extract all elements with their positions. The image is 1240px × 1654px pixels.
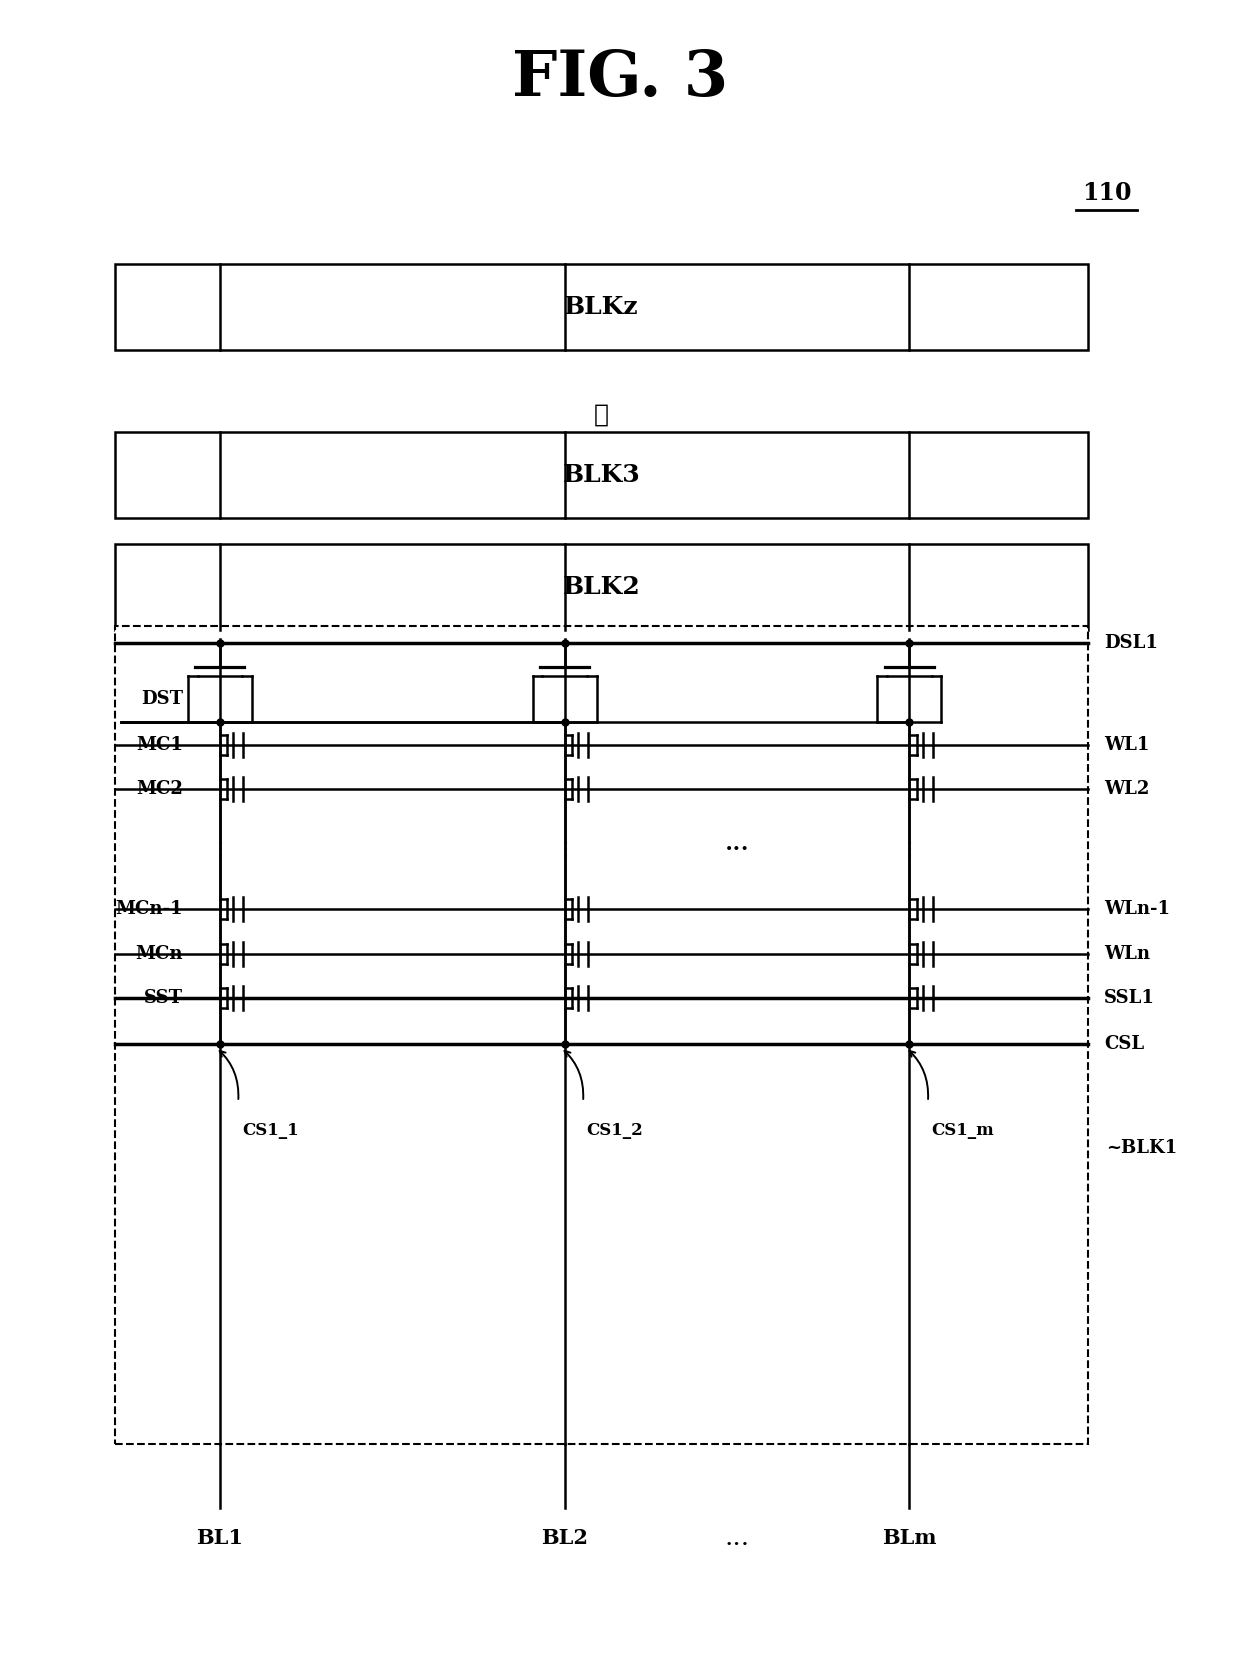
Text: FIG. 3: FIG. 3 xyxy=(512,48,728,109)
Text: SST: SST xyxy=(144,989,182,1007)
Text: WL1: WL1 xyxy=(1104,736,1149,754)
Text: WL2: WL2 xyxy=(1104,781,1149,799)
Text: ⋮: ⋮ xyxy=(554,840,574,858)
Bar xyxy=(115,432,1087,518)
Text: BLK3: BLK3 xyxy=(563,463,640,486)
Text: BLm: BLm xyxy=(882,1528,936,1548)
Text: CS1_1: CS1_1 xyxy=(242,1121,299,1138)
Text: MCn-1: MCn-1 xyxy=(115,900,182,918)
Text: BLKz: BLKz xyxy=(564,294,639,319)
Text: SSL1: SSL1 xyxy=(1104,989,1154,1007)
Text: CS1_2: CS1_2 xyxy=(587,1121,644,1138)
Text: DSL1: DSL1 xyxy=(1104,633,1158,652)
Text: ⋮: ⋮ xyxy=(594,404,609,427)
Text: ...: ... xyxy=(724,1525,749,1550)
Text: CS1_m: CS1_m xyxy=(931,1121,994,1138)
Text: ⋮: ⋮ xyxy=(900,840,919,858)
Text: WLn-1: WLn-1 xyxy=(1104,900,1171,918)
Text: MC2: MC2 xyxy=(136,781,182,799)
Text: ~BLK1: ~BLK1 xyxy=(1106,1140,1178,1156)
Text: BL2: BL2 xyxy=(541,1528,588,1548)
Text: MC1: MC1 xyxy=(136,736,182,754)
Bar xyxy=(115,627,1087,1444)
Text: •••: ••• xyxy=(724,842,749,857)
Bar xyxy=(115,544,1087,630)
Text: MCn: MCn xyxy=(135,944,182,963)
Text: ⋮: ⋮ xyxy=(210,840,229,858)
Text: 110: 110 xyxy=(1081,180,1131,205)
Text: DST: DST xyxy=(141,690,182,708)
Bar xyxy=(115,265,1087,349)
Text: CSL: CSL xyxy=(1104,1035,1145,1054)
Text: BL1: BL1 xyxy=(196,1528,243,1548)
Text: BLK2: BLK2 xyxy=(563,574,640,599)
Text: WLn: WLn xyxy=(1104,944,1149,963)
